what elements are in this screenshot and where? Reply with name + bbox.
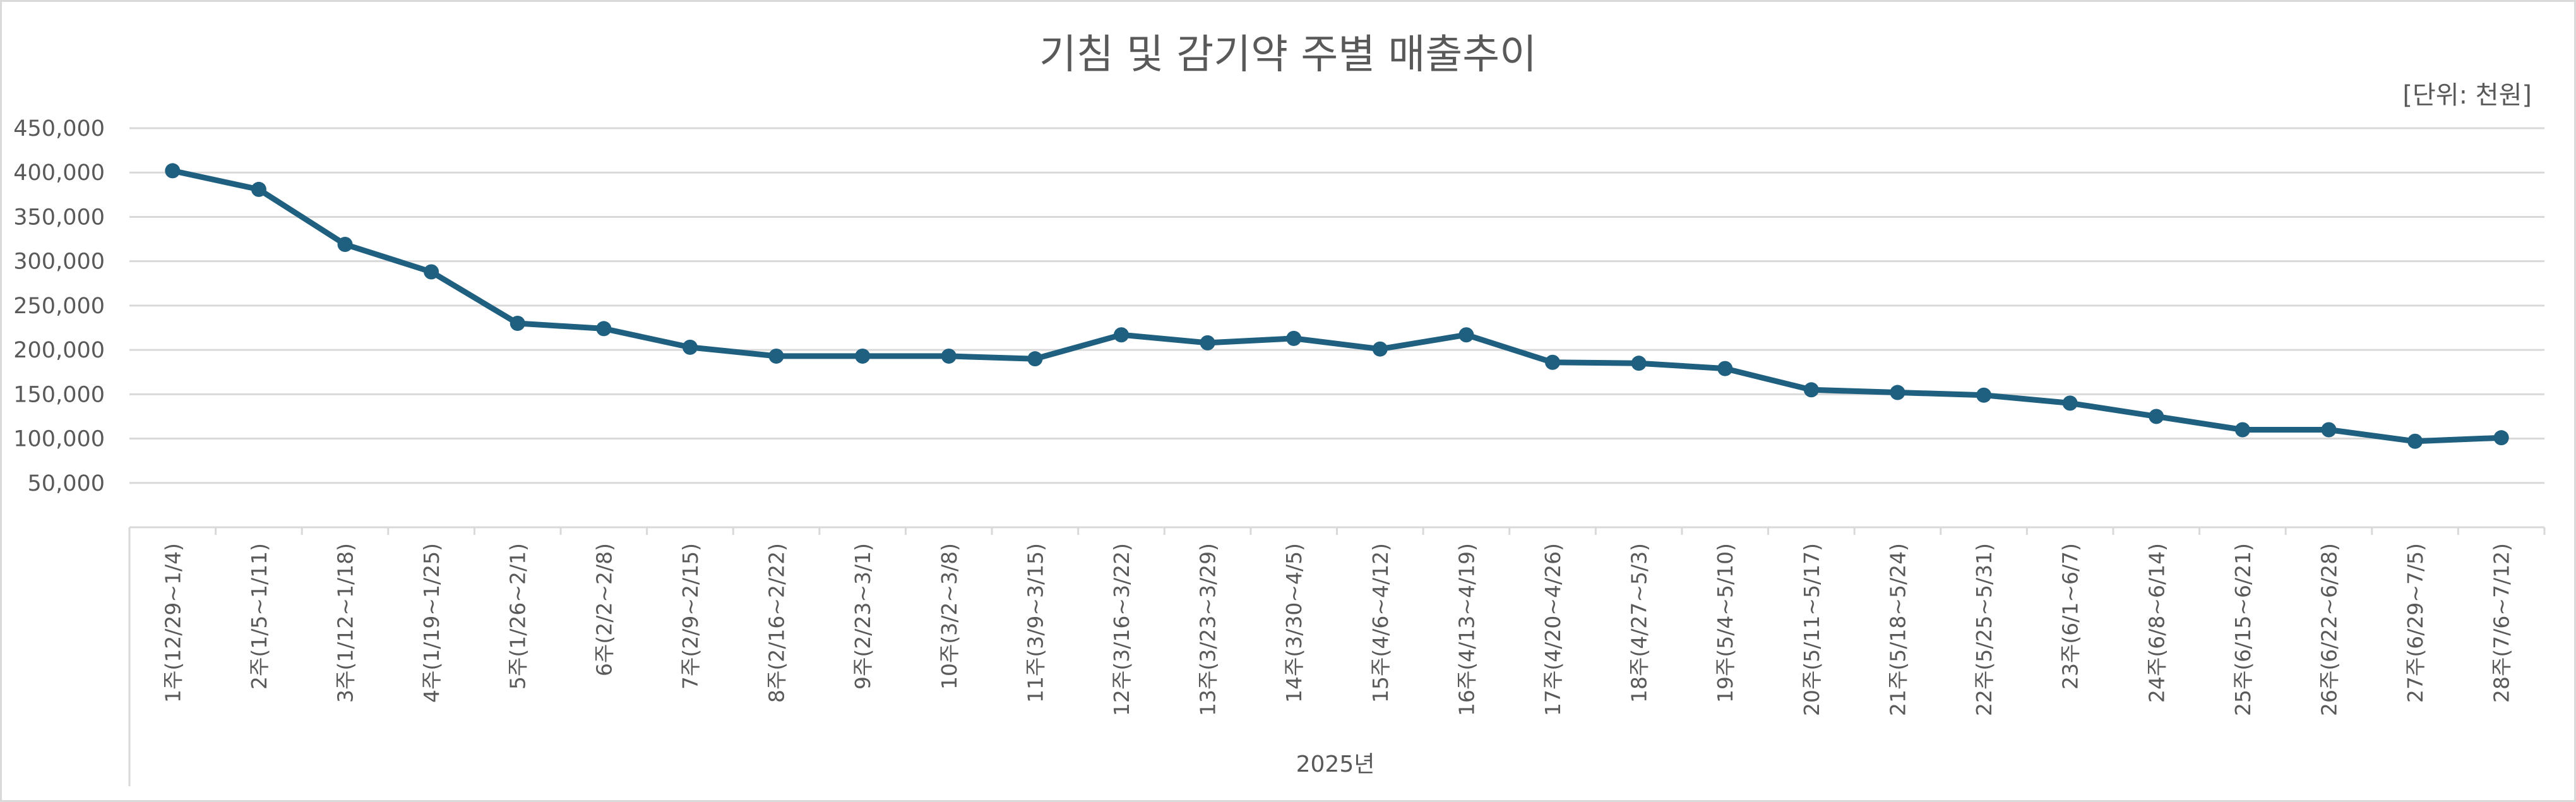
x-tick-label: 10주(3/2~3/8) (937, 543, 962, 690)
data-point (855, 348, 871, 364)
x-tick-label: 16주(4/13~4/19) (1454, 543, 1479, 716)
x-tick-label: 21주(5/18~5/24) (1885, 543, 1910, 716)
x-tick-label: 5주(1/26~2/1) (506, 543, 530, 690)
y-tick-label: 150,000 (13, 382, 105, 407)
y-tick-label: 100,000 (13, 427, 105, 452)
data-point (2407, 433, 2423, 449)
y-tick-label: 50,000 (28, 471, 105, 496)
x-tick-label: 15주(4/6~4/12) (1368, 543, 1393, 703)
y-tick-label: 400,000 (13, 160, 105, 186)
x-tick-label: 28주(7/6~7/12) (2490, 543, 2514, 703)
data-point (1890, 385, 1905, 400)
x-tick-label: 14주(3/30~4/5) (1282, 543, 1306, 703)
unit-label: [단위: 천원] (2402, 81, 2532, 110)
chart-title: 기침 및 감기약 주별 매출추이 (1039, 32, 1537, 78)
series-line-path (169, 167, 2505, 445)
data-point (682, 339, 698, 355)
data-point (1803, 382, 1819, 398)
x-axis-title: 2025년 (1296, 751, 1375, 777)
data-point (2234, 422, 2250, 438)
x-tick-label: 27주(6/29~7/5) (2403, 543, 2428, 703)
x-tick-label: 7주(2/9~2/15) (678, 543, 703, 690)
x-tick-label: 20주(5/11~5/17) (1799, 543, 1824, 716)
y-tick-label: 300,000 (13, 249, 105, 275)
data-point (2062, 395, 2078, 411)
data-point (1545, 354, 1561, 370)
data-point (2321, 422, 2337, 438)
data-point (1458, 327, 1474, 343)
data-point (424, 264, 439, 280)
x-tick-label: 4주(1/19~1/25) (419, 543, 444, 703)
y-tick-label: 450,000 (13, 116, 105, 141)
x-tick-label: 26주(6/22~6/28) (2317, 543, 2341, 716)
x-axis: 1주(12/29~1/4) 2주(1/5~1/11) 3주(1/12~1/18) 4주… (128, 526, 2546, 786)
y-tick-label: 250,000 (13, 294, 105, 319)
gridlines (129, 127, 2544, 484)
data-point (165, 163, 181, 179)
x-tick-label: 8주(2/16~2/22) (765, 543, 789, 703)
data-point (2493, 430, 2509, 446)
data-point (1976, 387, 1992, 403)
data-point (1631, 356, 1647, 371)
x-tick-label: 24주(6/8~6/14) (2144, 543, 2169, 703)
y-tick-label: 350,000 (13, 205, 105, 230)
data-point (1027, 351, 1043, 367)
data-point (251, 181, 266, 197)
x-tick-label: 22주(5/25~5/31) (1972, 543, 1996, 716)
data-point (337, 236, 353, 252)
x-tick-label: 1주(12/29~1/4) (160, 543, 185, 703)
data-point (2149, 409, 2164, 424)
x-tick-label: 12주(3/16~3/22) (1109, 543, 1134, 716)
y-axis-ticks: 50,000 100,000 150,000 200,000 250,000 300,00… (13, 116, 105, 496)
x-tick-label: 25주(6/15~6/21) (2231, 543, 2255, 716)
x-tick-label: 23주(6/1~6/7) (2058, 543, 2083, 690)
data-point (941, 348, 957, 364)
series-line (165, 163, 2509, 449)
x-tick-label: 11주(3/9~3/15) (1023, 543, 1047, 703)
data-point (1372, 341, 1388, 357)
x-tick-label: 13주(3/23~3/29) (1196, 543, 1220, 716)
x-tick-label: 19주(5/4~5/10) (1713, 543, 1738, 703)
data-point (596, 321, 612, 337)
data-point (768, 348, 784, 364)
data-point (1717, 361, 1733, 376)
x-tick-label: 2주(1/5~1/11) (247, 543, 271, 690)
data-point (510, 315, 525, 331)
data-point (1113, 327, 1129, 343)
x-tick-label: 18주(4/27~5/3) (1627, 543, 1652, 703)
x-tick-label: 9주(2/23~3/1) (850, 543, 875, 690)
x-tick-label: 17주(4/20~4/26) (1541, 543, 1565, 716)
data-point (1200, 335, 1215, 350)
x-tick-label: 6주(2/2~2/8) (592, 543, 616, 676)
y-tick-label: 200,000 (13, 338, 105, 363)
data-point (1286, 330, 1302, 346)
x-tick-label: 3주(1/12~1/18) (333, 543, 358, 703)
